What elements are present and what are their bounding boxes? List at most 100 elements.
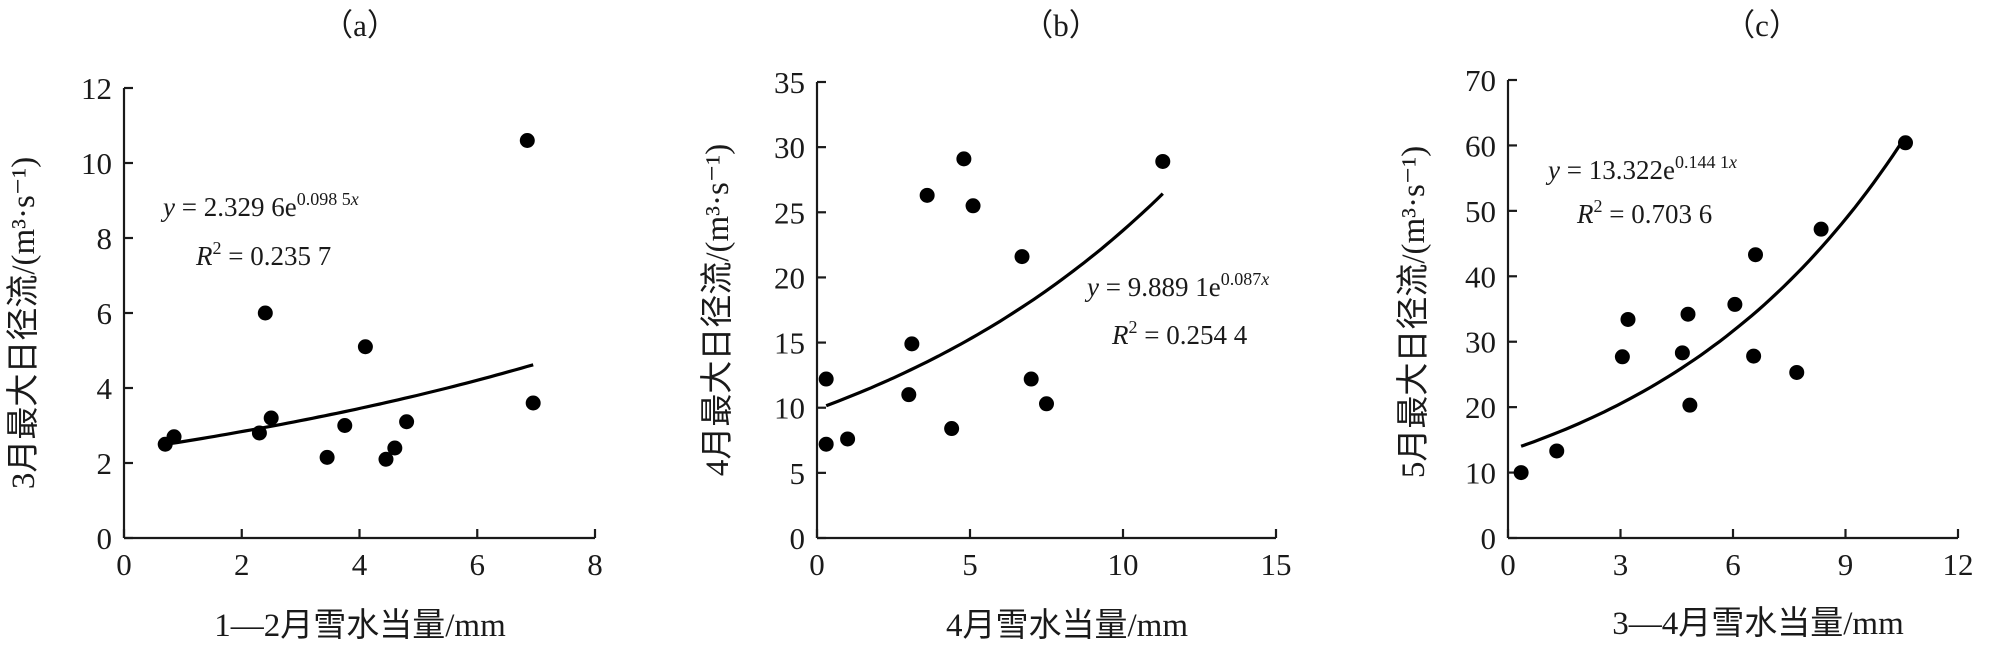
data-point xyxy=(399,414,415,430)
data-point xyxy=(965,198,981,214)
x-tick-label: 2 xyxy=(234,547,250,582)
panel-c-r2-label: R xyxy=(1576,199,1594,229)
data-point xyxy=(378,451,394,467)
data-point xyxy=(944,421,960,437)
panel-a-r2: R2 = 0.235 7 xyxy=(195,238,331,271)
y-tick-label: 10 xyxy=(774,391,805,426)
panel-b-eq-var: x xyxy=(1260,269,1269,289)
y-tick-label: 0 xyxy=(790,521,806,556)
x-tick-label: 10 xyxy=(1108,547,1139,582)
x-tick-label: 6 xyxy=(1725,547,1741,582)
panel-a-r2-sup: 2 xyxy=(213,238,222,258)
y-tick-label: 0 xyxy=(1481,521,1497,556)
x-tick-label: 4 xyxy=(352,547,368,582)
y-tick-label: 12 xyxy=(81,71,112,106)
panel-c-equation: y = 13.322e0.144 1x xyxy=(1545,152,1737,185)
data-point xyxy=(1680,306,1696,322)
y-tick-label: 4 xyxy=(97,371,113,406)
data-point xyxy=(1746,348,1762,364)
data-point xyxy=(525,395,541,411)
panel-b-eq-mid: = 9.889 1e xyxy=(1099,272,1221,302)
x-tick-label: 5 xyxy=(962,547,978,582)
data-point xyxy=(1549,443,1565,459)
y-tick-label: 15 xyxy=(774,326,805,361)
data-point xyxy=(956,151,972,167)
y-tick-label: 25 xyxy=(774,195,805,230)
data-point xyxy=(166,429,182,445)
x-tick-label: 0 xyxy=(1500,547,1516,582)
panel-c-eq-mid: = 13.322e xyxy=(1560,155,1675,185)
y-tick-label: 30 xyxy=(774,130,805,165)
panel-a: （a） 0 2 4 6 8 10 12 0 2 4 6 8 y = 2.329 6e0.098 5x… xyxy=(5,8,603,644)
y-tick-label: 10 xyxy=(81,146,112,181)
panel-a-points xyxy=(157,133,541,467)
panel-a-eq-mid: = 2.329 6e xyxy=(175,192,297,222)
panel-b-x-ticks: 0 5 10 15 xyxy=(809,529,1292,582)
panel-a-y-ticks: 0 2 4 6 8 10 12 xyxy=(81,71,133,556)
panel-c-eq-lhs: y xyxy=(1545,155,1560,185)
data-point xyxy=(904,336,920,352)
panel-a-x-ticks: 0 2 4 6 8 xyxy=(116,529,603,582)
y-tick-label: 6 xyxy=(97,296,113,331)
panel-c-y-ticks: 0 10 20 30 40 50 60 70 xyxy=(1465,63,1517,556)
data-point xyxy=(1513,465,1529,481)
y-tick-label: 8 xyxy=(97,221,113,256)
data-point xyxy=(818,436,834,452)
y-tick-label: 30 xyxy=(1465,325,1496,360)
panel-b-r2-value: = 0.254 4 xyxy=(1138,320,1248,350)
panel-a-fit-curve xyxy=(164,363,534,446)
panel-c-x-title: 3—4月雪水当量/mm xyxy=(1612,605,1904,642)
x-tick-label: 0 xyxy=(809,547,825,582)
y-tick-label: 50 xyxy=(1465,194,1496,229)
x-tick-label: 6 xyxy=(470,547,486,582)
x-tick-label: 3 xyxy=(1613,547,1629,582)
panel-b-r2-label: R xyxy=(1111,320,1129,350)
panel-b-r2: R2 = 0.254 4 xyxy=(1111,317,1248,350)
data-point xyxy=(1014,249,1030,265)
data-point xyxy=(1614,349,1630,365)
panel-b-y-ticks: 0 5 10 15 20 25 30 35 xyxy=(774,65,826,556)
panel-b: （b） 0 5 10 15 20 25 30 35 0 5 10 15 y = 9.889 1e0.… xyxy=(699,8,1292,644)
panel-a-label: （a） xyxy=(322,8,398,43)
panel-c-r2: R2 = 0.703 6 xyxy=(1576,196,1712,229)
y-tick-label: 2 xyxy=(97,446,113,481)
panel-a-r2-value: = 0.235 7 xyxy=(222,241,332,271)
panel-b-label: （b） xyxy=(1022,8,1100,43)
x-tick-label: 12 xyxy=(1943,547,1974,582)
data-point xyxy=(901,387,917,403)
panel-a-x-title: 1—2月雪水当量/mm xyxy=(214,607,506,644)
panel-c-label: （c） xyxy=(1724,8,1800,43)
data-point xyxy=(1898,135,1913,151)
data-point xyxy=(357,339,373,355)
panel-b-equation: y = 9.889 1e0.087x xyxy=(1084,269,1269,302)
panel-c-r2-value: = 0.703 6 xyxy=(1603,199,1713,229)
data-point xyxy=(1039,396,1054,412)
data-point xyxy=(1748,247,1763,263)
x-tick-label: 0 xyxy=(116,547,132,582)
y-tick-label: 0 xyxy=(97,521,113,556)
y-tick-label: 20 xyxy=(774,260,805,295)
data-point xyxy=(1620,311,1636,327)
panel-a-y-title: 3月最大日径流/(m³·s⁻¹) xyxy=(5,157,42,489)
panel-b-fit-curve xyxy=(825,192,1164,408)
panel-b-eq-exp: 0.087 xyxy=(1221,269,1262,289)
x-tick-label: 9 xyxy=(1838,547,1854,582)
panel-c-points xyxy=(1513,135,1913,481)
data-point xyxy=(519,133,535,148)
data-point xyxy=(1789,364,1805,380)
data-point xyxy=(337,418,353,433)
data-point xyxy=(818,371,834,387)
panel-a-r2-label: R xyxy=(195,241,213,271)
y-tick-label: 40 xyxy=(1465,259,1496,294)
y-tick-label: 35 xyxy=(774,65,805,100)
data-point xyxy=(319,449,335,465)
panel-b-r2-sup: 2 xyxy=(1129,317,1138,337)
panel-b-points xyxy=(818,151,1171,452)
panel-b-y-title: 4月最大日径流/(m³·s⁻¹) xyxy=(699,144,736,476)
data-point xyxy=(257,305,273,321)
panel-a-eq-exp: 0.098 5 xyxy=(297,189,351,209)
panel-c-eq-exp: 0.144 1 xyxy=(1675,152,1729,172)
data-point xyxy=(263,410,279,426)
panel-a-eq-var: x xyxy=(350,189,359,209)
data-point xyxy=(919,187,935,203)
